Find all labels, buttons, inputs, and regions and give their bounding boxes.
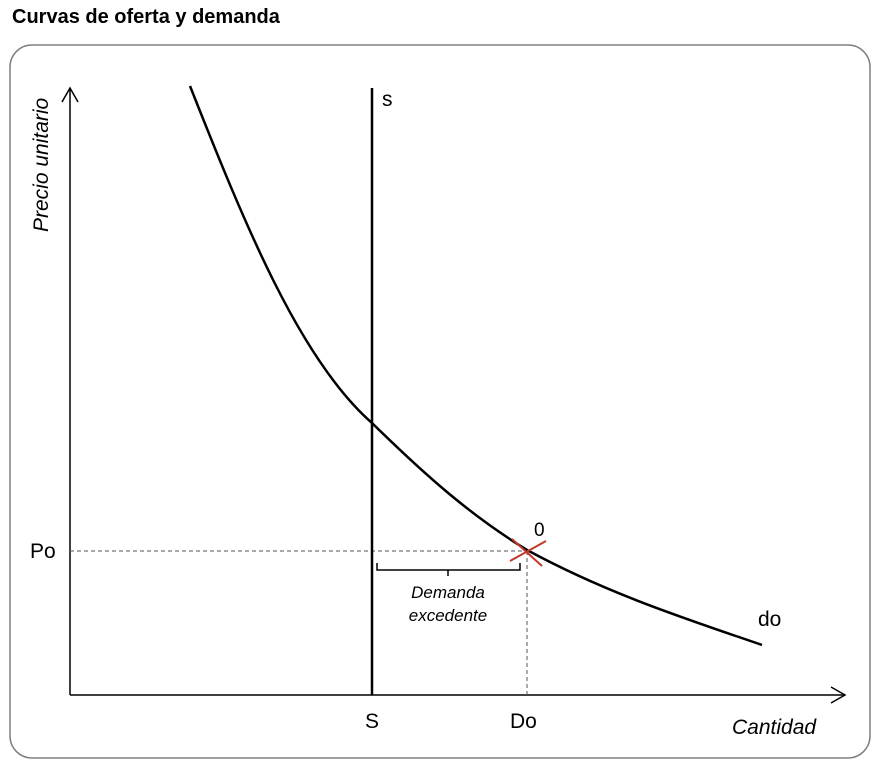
- excess-demand-label-line1: Demanda: [411, 583, 485, 602]
- equilibrium-marker-stroke-b: [509, 540, 547, 562]
- price-tick-label: Po: [30, 540, 56, 563]
- diagram-border: [9, 44, 871, 759]
- excess-demand-bracket: [376, 563, 521, 576]
- x-axis-arrow: [830, 686, 847, 704]
- x-axis-label: Cantidad: [732, 716, 817, 739]
- y-axis-label: Precio unitario: [30, 97, 53, 232]
- demand-curve: [188, 85, 763, 647]
- excess-demand-label-line2: excedente: [409, 606, 487, 625]
- demand-quantity-tick-label: Do: [510, 710, 537, 733]
- y-axis-arrow: [61, 86, 79, 103]
- supply-curve-label: s: [382, 88, 393, 111]
- supply-quantity-tick-label: S: [365, 710, 379, 733]
- diagram-title: Curvas de oferta y demanda: [12, 6, 280, 28]
- equilibrium-point-label: 0: [534, 520, 545, 541]
- demand-curve-label: do: [758, 608, 781, 631]
